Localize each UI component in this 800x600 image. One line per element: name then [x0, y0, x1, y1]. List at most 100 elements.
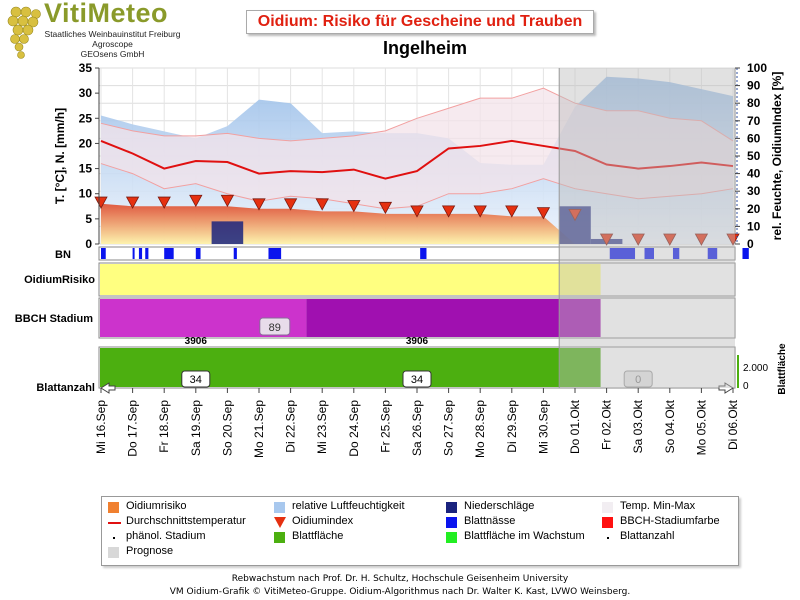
right-tick-label: 10 — [747, 219, 761, 233]
oidium-index-marker — [283, 198, 298, 211]
chart-title: Oidium: Risiko für Gescheine und Trauben — [246, 10, 594, 34]
leaf-area-value: 3906 — [185, 336, 208, 347]
right-tick-label: 100 — [747, 61, 767, 75]
legend-label-3: Temp. Min-Max — [620, 500, 696, 512]
right-tick-label: 30 — [747, 184, 761, 198]
right-tick-label: 50 — [747, 149, 761, 163]
leaf-wetness-bar — [195, 248, 201, 259]
right-tick-label: 80 — [747, 96, 761, 110]
oidium-index-marker — [189, 194, 203, 208]
oidium-index-marker — [315, 198, 329, 211]
date-label: Sa 03.Okt — [631, 399, 645, 453]
right-tick-label: 40 — [747, 167, 761, 181]
oidium-index-marker — [599, 233, 614, 246]
logo-line-1: Staatliches Weinbauinstitut Freiburg — [44, 29, 181, 39]
oidium-index-marker — [220, 194, 235, 208]
footer-credit-1: Rebwachstum nach Prof. Dr. H. Schultz, H… — [231, 574, 569, 584]
legend-symbol-4 — [108, 522, 121, 524]
leaf-wetness-bar — [609, 248, 636, 259]
legend-label-10: Blattfläche im Wachstum — [464, 530, 585, 542]
leaf-wetness-bar — [101, 248, 106, 259]
oidium-index-marker — [157, 196, 171, 209]
scroll-left-arrow-icon — [100, 382, 116, 394]
oidium-risk-area — [101, 203, 733, 244]
date-label: Mi 16.Sep — [94, 400, 108, 454]
forecast-overlay — [559, 68, 735, 388]
legend-label-11: Blattanzahl — [620, 530, 675, 542]
legend-label-8: phänol. Stadium — [126, 530, 206, 542]
left-tick-label: 15 — [79, 162, 93, 176]
oidium-index-marker — [726, 233, 740, 246]
legend-label-4: Durchschnittstemperatur — [126, 515, 246, 527]
leaf-count-label: 34 — [190, 374, 202, 386]
leaf-wetness-bar — [672, 248, 680, 259]
legend-symbol-11 — [607, 537, 609, 539]
legend-label-1: relative Luftfeuchtigkeit — [292, 500, 405, 512]
date-label: Mo 05.Okt — [694, 399, 708, 455]
right-tick-label: 20 — [747, 202, 761, 216]
risk-row-label: OidiumRisiko — [24, 274, 95, 286]
legend-label-0: Oidiumrisiko — [126, 500, 187, 512]
legend-symbol-3 — [602, 502, 613, 513]
date-label: So 04.Okt — [663, 399, 677, 453]
leaf-area-tick: 2.000 — [743, 363, 768, 374]
left-tick-label: 35 — [79, 61, 93, 75]
avg-temperature-line — [100, 139, 734, 180]
leaf-row-label: Blattanzahl — [36, 382, 95, 394]
date-label: Di 06.Okt — [726, 399, 740, 450]
legend-symbol-7 — [602, 517, 613, 528]
legend-label-9: Blattfläche — [292, 530, 344, 542]
date-label: Do 01.Okt — [568, 399, 582, 454]
bbch-stage-box — [259, 317, 291, 336]
oidium-index-marker — [441, 205, 456, 218]
leaf-area-tick: 0 — [743, 381, 749, 392]
right-axis-label: rel. Feuchte, OidiumIndex [%] — [770, 72, 784, 241]
leaf-count-box — [402, 370, 432, 388]
leaf-area-fill — [100, 348, 601, 387]
footer-credit-2: VM Oidium-Grafik © VitiMeteo-Gruppe. Oid… — [169, 587, 631, 597]
legend-label-5: Oidiumindex — [292, 515, 354, 527]
legend-symbol-1 — [274, 502, 285, 513]
legend-symbol-6 — [446, 517, 457, 528]
temp-max-line — [100, 87, 734, 142]
legend-symbol-10 — [446, 532, 457, 543]
location-title: Ingelheim — [382, 38, 467, 58]
oidium-index-marker — [568, 208, 582, 222]
precipitation-bar — [211, 221, 244, 244]
bbch-fill-2 — [306, 299, 601, 337]
oidium-index-marker — [473, 205, 487, 218]
oidium-index-marker — [378, 201, 393, 215]
date-label: Fr 18.Sep — [157, 400, 171, 453]
left-tick-label: 30 — [79, 86, 93, 100]
leaf-count-box — [181, 370, 211, 388]
legend-symbol-12 — [108, 547, 119, 558]
leaf-count-label: 0 — [635, 374, 641, 386]
grape-cluster-icon — [7, 6, 41, 59]
left-axis-label: T. [°C], N. [mm/h] — [53, 108, 67, 204]
legend-symbol-2 — [446, 502, 457, 513]
date-label: Mi 30.Sep — [536, 400, 550, 454]
legend-label-7: BBCH-Stadiumfarbe — [620, 515, 720, 527]
date-label: Sa 19.Sep — [189, 400, 203, 456]
scroll-right-arrow-icon — [718, 382, 734, 394]
leaf-wetness-bar — [707, 248, 718, 259]
oidium-chart: 0 5 10 15 20 25 30 35 T. [°C], N. [mm/h] 0 10 20 30 4… — [15, 61, 788, 458]
left-tick-label: 5 — [85, 212, 92, 226]
leaf-wetness-bar — [138, 248, 143, 259]
date-label: Do 24.Sep — [347, 400, 361, 457]
right-tick-label: 70 — [747, 114, 761, 128]
logo-line-3: GEOsens GmbH — [80, 49, 145, 59]
leaf-wetness-bar — [132, 248, 135, 259]
date-label: Do 17.Sep — [126, 400, 140, 457]
vitimeteo-logo[interactable]: VitiMeteo Staatliches Weinbauinstitut Fr… — [2, 0, 192, 62]
bn-row-label: BN — [55, 249, 71, 261]
date-label: Di 22.Sep — [284, 400, 298, 453]
leaf-wetness-bar — [268, 248, 282, 259]
right-tick-label: 90 — [747, 79, 761, 93]
leaf-wetness-bar — [644, 248, 654, 259]
legend-symbol-8 — [113, 537, 115, 539]
logo-line-2: Agroscope — [92, 39, 133, 49]
legend: Oidiumrisiko relative Luftfeuchtigkeit Nie… — [101, 496, 739, 566]
temp-minmax-band — [101, 88, 733, 209]
bn-row-frame — [98, 246, 736, 261]
